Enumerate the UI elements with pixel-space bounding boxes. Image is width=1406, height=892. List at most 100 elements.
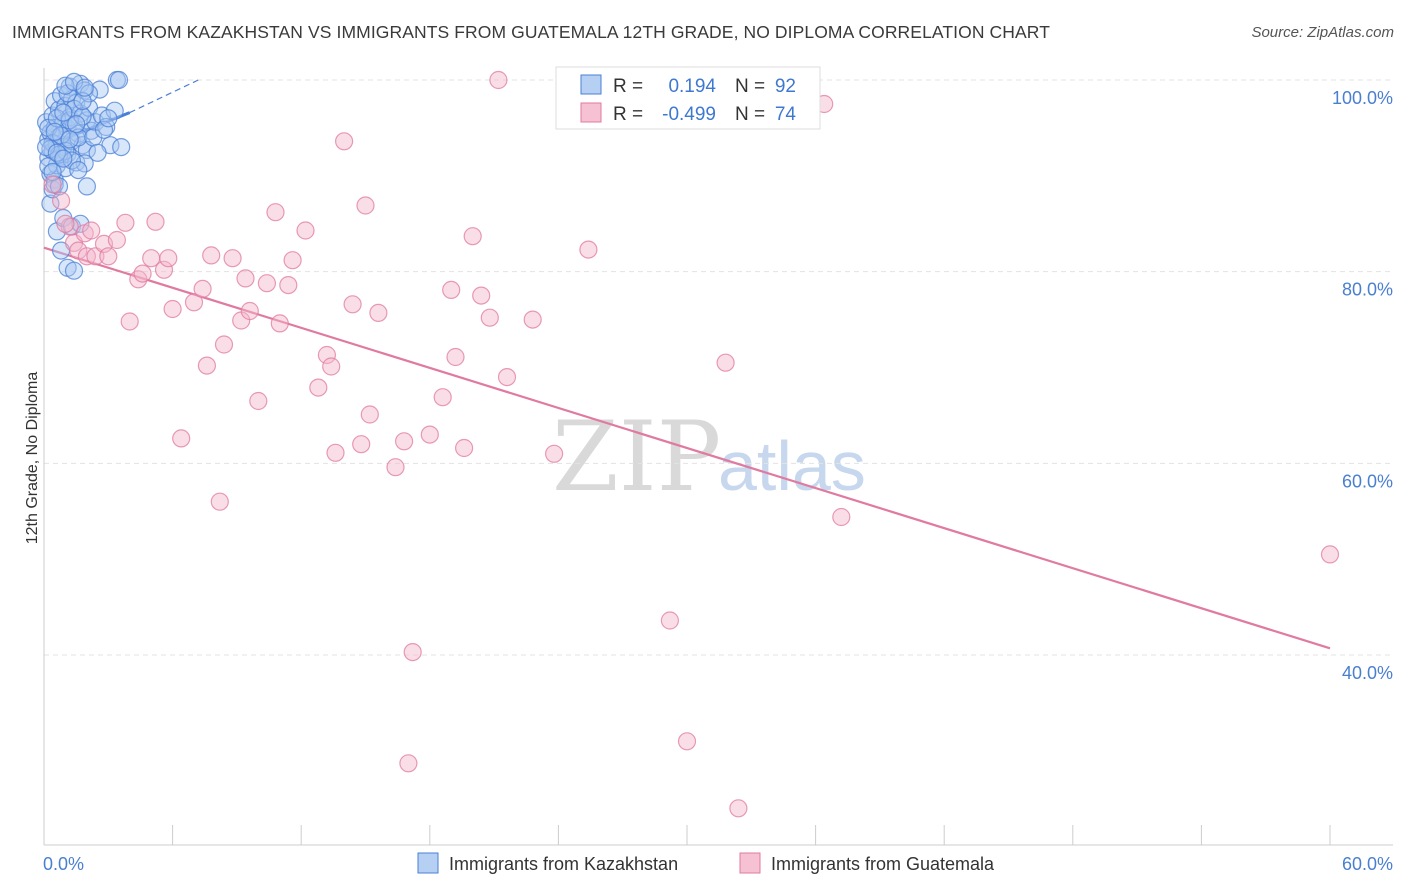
point-guatemala-30: [249, 391, 268, 411]
point-guatemala-72: [82, 221, 101, 240]
point-kazakhstan-80: [36, 138, 56, 157]
trend-line-kazakhstan: [43, 111, 131, 149]
point-guatemala-38: [317, 345, 336, 365]
point-guatemala-31: [257, 274, 276, 293]
point-guatemala-54: [446, 347, 465, 367]
point-kazakhstan-82: [43, 162, 62, 182]
point-guatemala-69: [832, 507, 851, 527]
legend-swatch-guatemala: [739, 852, 761, 874]
x-tick-label-max: 60.0%: [1342, 854, 1393, 874]
point-guatemala-45: [360, 405, 379, 424]
point-kazakhstan-73: [54, 103, 73, 122]
point-guatemala-24: [210, 492, 229, 511]
y-tick-label-40: 40.0%: [1342, 663, 1393, 683]
point-guatemala-64: [660, 611, 680, 630]
point-kazakhstan-88: [64, 72, 84, 92]
point-guatemala-20: [184, 293, 204, 312]
point-guatemala-71: [107, 230, 127, 250]
stats-r-value-guatemala: -0.499: [662, 104, 716, 125]
point-kazakhstan-38: [41, 194, 60, 213]
stats-n-value-kazakhstan: 92: [775, 76, 796, 97]
legend-label-guatemala: Immigrants from Guatemala: [771, 854, 995, 874]
point-kazakhstan-87: [56, 76, 75, 95]
point-guatemala-67: [729, 799, 748, 818]
point-guatemala-19: [172, 429, 191, 448]
point-guatemala-47: [386, 458, 405, 477]
trend-line-guatemala: [43, 246, 1331, 650]
point-guatemala-44: [356, 196, 375, 215]
point-kazakhstan-71: [45, 122, 64, 141]
point-kazakhstan-46: [71, 214, 90, 233]
point-guatemala-63: [579, 240, 598, 259]
stats-swatch-kazakhstan: [580, 74, 602, 95]
point-guatemala-62: [544, 444, 564, 463]
watermark-zip: ZIP: [552, 401, 721, 513]
chart-title: IMMIGRANTS FROM KAZAKHSTAN VS IMMIGRANTS…: [12, 22, 1050, 42]
point-kazakhstan-85: [60, 130, 79, 149]
point-guatemala-23: [202, 246, 221, 265]
stats-n-label-guatemala: N =: [735, 104, 765, 125]
series-kazakhstan: [36, 70, 131, 280]
point-guatemala-49: [399, 754, 418, 773]
point-guatemala-0: [43, 175, 62, 194]
point-guatemala-55: [455, 438, 474, 458]
stats-n-label-kazakhstan: N =: [735, 76, 765, 97]
point-guatemala-39: [322, 357, 341, 376]
point-guatemala-41: [335, 132, 354, 151]
point-guatemala-56: [463, 227, 482, 246]
point-guatemala-22: [197, 356, 216, 375]
point-kazakhstan-76: [67, 114, 86, 134]
stats-r-value-kazakhstan: 0.194: [668, 76, 716, 97]
point-kazakhstan-79: [88, 143, 107, 162]
y-tick-label-100: 100.0%: [1332, 88, 1393, 108]
point-guatemala-17: [159, 249, 178, 268]
point-guatemala-7: [86, 247, 105, 266]
point-guatemala-40: [326, 443, 345, 462]
point-guatemala-15: [146, 212, 165, 231]
point-kazakhstan-56: [105, 101, 124, 120]
stats-r-label-kazakhstan: R =: [613, 76, 643, 97]
gridlines: 40.0% 60.0% 80.0% 100.0%: [44, 79, 1393, 683]
point-guatemala-58: [480, 308, 499, 327]
point-guatemala-16: [154, 260, 174, 279]
point-guatemala-46: [369, 303, 388, 322]
point-guatemala-9: [99, 247, 118, 266]
point-guatemala-10: [116, 213, 135, 232]
point-kazakhstan-90: [99, 109, 118, 128]
point-guatemala-18: [163, 299, 182, 319]
point-kazakhstan-45: [64, 261, 84, 280]
point-guatemala-51: [420, 425, 439, 444]
point-guatemala-48: [395, 432, 414, 451]
stats-n-value-guatemala: 74: [775, 104, 797, 125]
point-kazakhstan-49: [77, 177, 97, 196]
y-tick-label-60: 60.0%: [1342, 471, 1393, 491]
point-guatemala-59: [489, 70, 508, 90]
point-guatemala-33: [270, 314, 289, 333]
point-kazakhstan-77: [73, 91, 92, 111]
point-kazakhstan-52: [90, 80, 109, 99]
point-guatemala-73: [56, 214, 75, 233]
point-guatemala-50: [403, 642, 422, 662]
stats-r-label-guatemala: R =: [613, 104, 643, 125]
point-kazakhstan-84: [54, 149, 73, 168]
point-guatemala-29: [240, 301, 259, 321]
point-guatemala-66: [716, 353, 735, 372]
legend-label-kazakhstan: Immigrants from Kazakhstan: [449, 854, 678, 874]
watermark-atlas: atlas: [718, 427, 866, 505]
point-guatemala-53: [442, 280, 461, 299]
watermark: ZIP atlas: [552, 401, 866, 513]
point-guatemala-61: [523, 310, 542, 329]
point-guatemala-34: [279, 276, 298, 295]
series-guatemala: [43, 70, 1340, 818]
y-tick-label-80: 80.0%: [1342, 280, 1393, 300]
point-guatemala-25: [214, 335, 234, 354]
stats-swatch-guatemala: [580, 102, 602, 123]
point-guatemala-52: [433, 388, 452, 407]
point-guatemala-28: [236, 269, 255, 288]
point-guatemala-57: [472, 286, 491, 305]
point-guatemala-37: [309, 378, 328, 397]
stats-box: R = 0.194 N = 92 R = -0.499 N = 74: [555, 66, 821, 130]
point-kazakhstan-59: [109, 70, 129, 90]
point-guatemala-60: [497, 368, 517, 387]
